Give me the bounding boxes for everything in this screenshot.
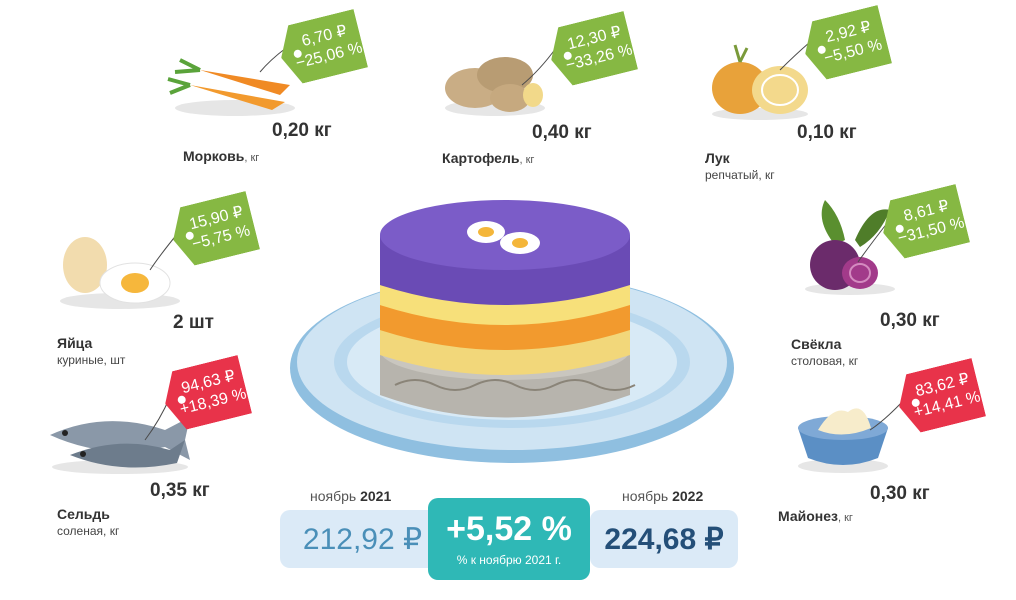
ingredient-name: Лук	[705, 150, 730, 166]
ingredient-subtitle: репчатый, кг	[705, 167, 775, 182]
label-eggs: Яйца куриные, шт	[57, 335, 125, 367]
caption-2021: ноябрь 2021	[310, 488, 391, 504]
ingredient-name: Свёкла	[791, 336, 842, 352]
label-mayonnaise: Майонез, кг	[778, 508, 853, 525]
quantity-onion: 0,10 кг	[797, 122, 857, 143]
ingredient-subtitle: соленая, кг	[57, 523, 120, 538]
potato-icon	[445, 57, 545, 116]
label-potato: Картофель, кг	[442, 150, 534, 167]
beet-icon	[805, 200, 895, 295]
caption-month: ноябрь	[310, 488, 357, 504]
ingredient-unit: , кг	[519, 154, 535, 166]
quantity-beet: 0,30 кг	[880, 310, 940, 331]
quantity-herring: 0,35 кг	[150, 480, 210, 501]
herring-icon	[50, 417, 190, 474]
label-carrot: Морковь, кг	[183, 148, 259, 165]
value-2022: 224,68 ₽	[604, 522, 724, 556]
value-2021-box: 212,92 ₽	[280, 510, 445, 568]
eggs-icon	[60, 237, 180, 309]
change-note: % к ноябрю 2021 г.	[456, 552, 562, 567]
ingredient-name: Майонез	[778, 508, 838, 524]
ingredient-name: Морковь	[183, 148, 245, 164]
ingredient-name: Сельдь	[57, 506, 110, 522]
label-onion: Лук репчатый, кг	[705, 150, 775, 182]
carrot-icon	[167, 58, 295, 116]
caption-year: 2021	[360, 488, 392, 504]
ingredient-subtitle: куриные, шт	[57, 352, 126, 367]
onion-icon	[712, 44, 808, 120]
value-2021: 212,92 ₽	[302, 522, 423, 556]
quantity-eggs: 2 шт	[173, 312, 214, 333]
label-herring: Сельдь соленая, кг	[57, 506, 119, 538]
ingredient-unit: , кг	[244, 152, 260, 164]
caption-year: 2022	[672, 488, 704, 504]
mayonnaise-icon	[798, 408, 888, 473]
change-box: +5,52 % % к ноябрю 2021 г.	[428, 498, 590, 580]
quantity-mayonnaise: 0,30 кг	[870, 483, 930, 504]
quantity-potato: 0,40 кг	[532, 122, 592, 143]
change-value: +5,52 %	[446, 510, 572, 549]
caption-2022: ноябрь 2022	[622, 488, 703, 504]
label-beet: Свёкла столовая, кг	[791, 336, 858, 368]
ingredient-name: Яйца	[57, 335, 93, 351]
quantity-carrot: 0,20 кг	[272, 120, 332, 141]
value-2022-box: 224,68 ₽	[590, 510, 738, 568]
ingredient-unit: , кг	[837, 512, 853, 524]
ingredient-subtitle: столовая, кг	[791, 353, 859, 368]
caption-month: ноябрь	[622, 488, 669, 504]
ingredient-name: Картофель	[442, 150, 520, 166]
